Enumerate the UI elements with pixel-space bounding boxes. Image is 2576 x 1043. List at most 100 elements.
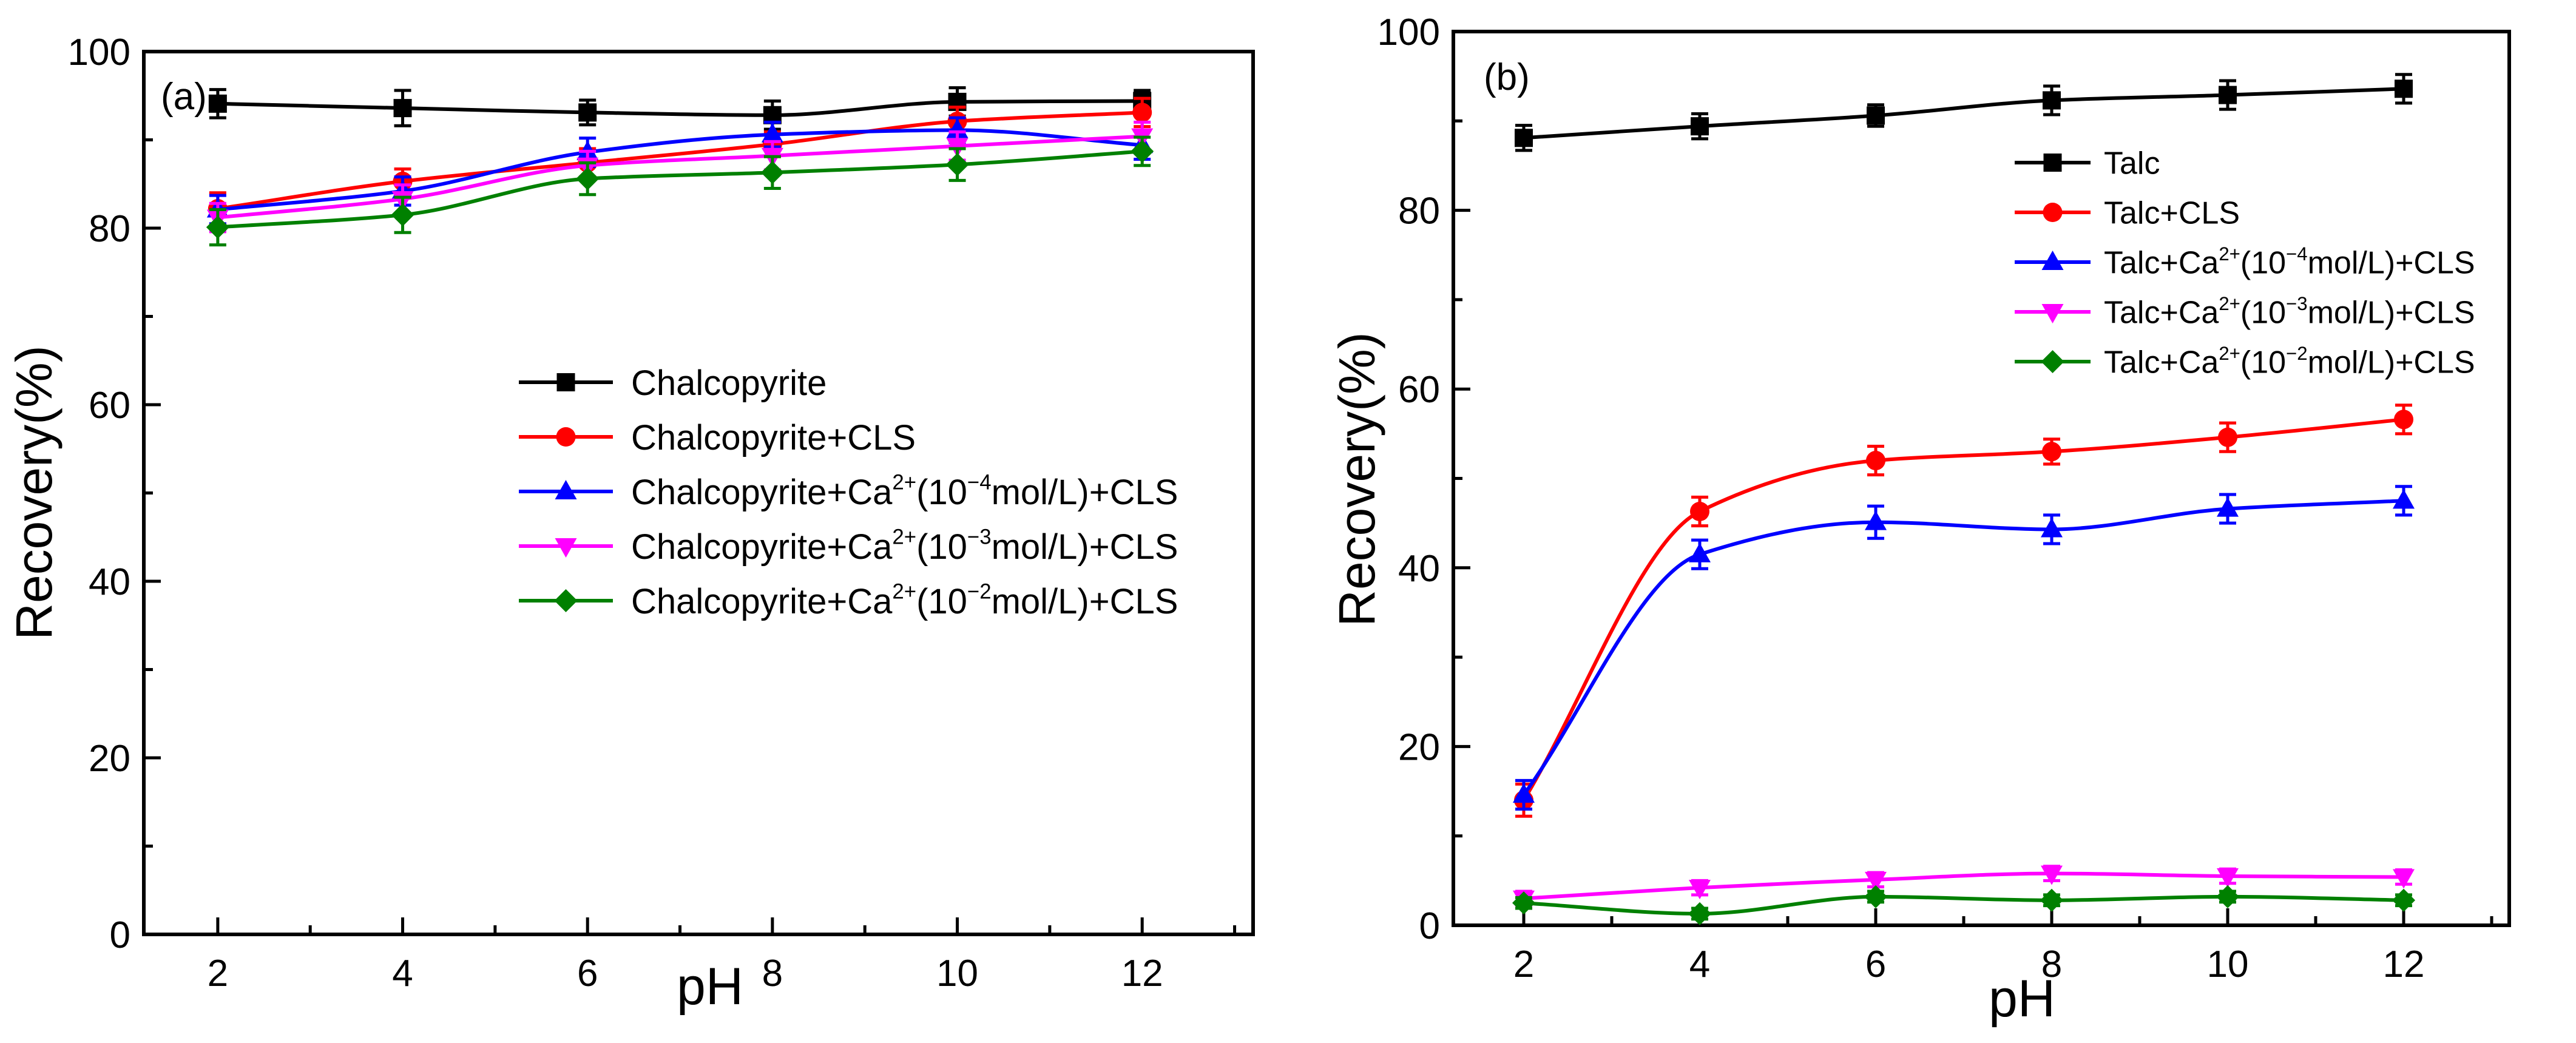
legend-label-pre: Talc <box>2104 146 2160 181</box>
legend-label-sup: 2+ <box>2219 343 2240 364</box>
data-point <box>2395 79 2413 98</box>
data-point <box>2041 518 2063 538</box>
y-axis-title: Recovery(%) <box>1328 332 1385 626</box>
legend-label-post: mol/L)+CLS <box>2308 295 2475 331</box>
legend-label-pre: Talc+Ca <box>2104 295 2219 331</box>
series-line <box>215 134 1144 220</box>
data-point <box>1515 129 1533 147</box>
legend-marker <box>2041 304 2064 323</box>
data-point <box>1132 103 1152 123</box>
y-tick-label: 100 <box>68 32 130 73</box>
legend-label-pre: Chalcopyrite+Ca <box>631 527 893 567</box>
legend-label-mid: (10 <box>2240 345 2286 380</box>
x-tick-label: 6 <box>1865 943 1886 985</box>
legend-label-sup: 2+ <box>2219 243 2240 265</box>
plot-frame <box>1452 30 2511 927</box>
x-axis-title: pH <box>677 957 743 1016</box>
x-tick-label: 8 <box>762 953 783 994</box>
x-tick-label: 4 <box>392 953 413 994</box>
data-point <box>2217 868 2239 888</box>
legend-marker <box>2041 350 2064 373</box>
data-point <box>761 123 783 143</box>
legend-marker <box>2043 203 2063 222</box>
legend-label-exp: −3 <box>967 525 992 549</box>
legend: Chalcopyrite Chalcopyrite+CLS Chalcopyrite… <box>519 363 1178 621</box>
legend-label: Talc+Ca2+(10−2mol/L)+CLS <box>2104 343 2475 380</box>
legend-label-post: mol/L)+CLS <box>2308 246 2475 281</box>
legend-label-exp: −4 <box>967 471 992 494</box>
legend: TalcTalc+CLSTalc+Ca2+(10−4mol/L)+CLSTalc… <box>2015 146 2475 380</box>
legend-label-pre: Chalcopyrite+Ca <box>631 582 893 621</box>
data-point <box>2041 865 2063 885</box>
legend-label-post: mol/L)+CLS <box>992 473 1178 512</box>
legend-label-exp: −4 <box>2286 243 2308 265</box>
series-group <box>206 135 1154 247</box>
series-line <box>1522 499 2405 797</box>
data-point <box>1690 502 1709 522</box>
data-point <box>1864 885 1887 908</box>
series-group <box>1513 485 2415 811</box>
x-tick-label: 12 <box>2383 943 2425 985</box>
data-point <box>2393 869 2415 889</box>
series-line <box>1522 87 2405 140</box>
data-point <box>2218 427 2237 447</box>
legend-label-mid: (10 <box>2240 246 2286 281</box>
panel-a-chart: 0 20 40 60 80 100 2 4 6 8 10 12 Recovery(%) pH (a) Chal… <box>5 32 1255 1016</box>
legend-label-mid: (10 <box>916 527 967 567</box>
data-point <box>2217 497 2239 517</box>
series-line <box>215 99 1144 117</box>
legend-marker <box>2043 154 2062 172</box>
x-axis-title: pH <box>1989 970 2055 1028</box>
legend-marker <box>554 589 578 612</box>
legend-label: Chalcopyrite+CLS <box>631 418 916 457</box>
data-point <box>1865 871 1887 891</box>
legend-label-sup: 2+ <box>892 525 916 549</box>
series-group <box>1515 73 2413 152</box>
y-axis-title: Recovery(%) <box>5 345 63 640</box>
legend-label-mid: (10 <box>2240 295 2286 331</box>
legend-marker <box>556 427 576 447</box>
series-line <box>215 128 1144 212</box>
legend-label-pre: Talc+Ca <box>2104 345 2219 380</box>
x-tick-label: 2 <box>208 953 228 994</box>
data-point <box>1691 117 1709 136</box>
y-tick-label: 40 <box>1398 548 1440 590</box>
legend-label-exp: −2 <box>2286 343 2308 364</box>
legend-label: Chalcopyrite+Ca2+(10−4mol/L)+CLS <box>631 471 1178 512</box>
data-point <box>393 99 412 118</box>
data-point <box>2219 86 2237 104</box>
legend-label-post: mol/L)+CLS <box>2308 345 2475 380</box>
x-tick-label: 4 <box>1689 943 1710 985</box>
y-tick-label: 0 <box>1419 905 1440 947</box>
data-point <box>2394 410 2413 430</box>
y-tick-label: 60 <box>1398 369 1440 411</box>
legend-label-exp: −3 <box>2286 293 2308 314</box>
data-point <box>945 153 969 177</box>
y-tick-label: 60 <box>89 385 130 427</box>
legend-marker <box>556 373 575 391</box>
legend-marker <box>2041 251 2064 270</box>
legend-label-exp: −2 <box>967 580 992 604</box>
series-group <box>1513 865 2415 910</box>
x-tick-label: 6 <box>577 953 598 994</box>
series-line <box>215 110 1144 211</box>
data-point <box>2042 442 2061 462</box>
data-point <box>2393 489 2415 509</box>
y-tick-label: 80 <box>89 208 130 250</box>
legend-label-pre: Talc+Ca <box>2104 246 2219 281</box>
legend-label-mid: (10 <box>916 582 967 621</box>
series-group <box>208 86 1152 131</box>
series-group <box>1512 885 2415 925</box>
data-point <box>2216 885 2239 908</box>
data-point <box>1512 891 1535 915</box>
legend-label: Talc <box>2104 146 2160 181</box>
data-point <box>208 94 227 113</box>
panel-label: (a) <box>161 76 207 118</box>
data-point <box>391 203 414 227</box>
legend-label: Talc+CLS <box>2104 196 2240 231</box>
legend-label: Chalcopyrite+Ca2+(10−3mol/L)+CLS <box>631 525 1178 567</box>
panel-b-chart: 0 20 40 60 80 100 2 4 6 8 10 12 Recovery(%) pH (b) Talc… <box>1328 12 2511 1028</box>
legend-label-pre: Chalcopyrite+Ca <box>631 473 893 512</box>
legend-label-sup: 2+ <box>892 580 916 604</box>
